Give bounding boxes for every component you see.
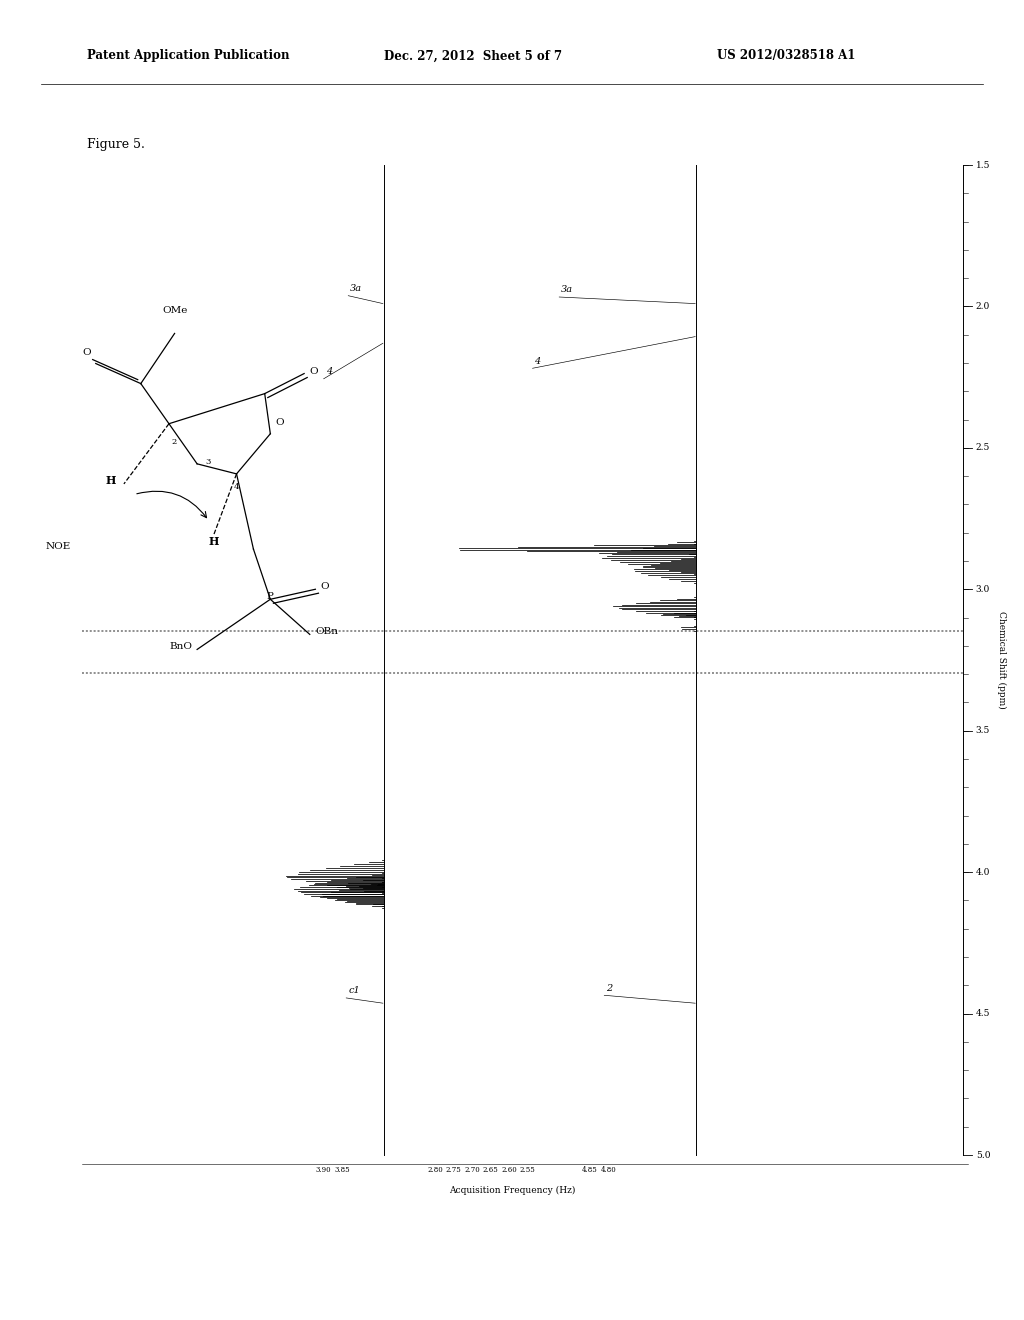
Text: 4.80: 4.80 [600, 1166, 616, 1175]
Text: H: H [209, 536, 219, 546]
Text: 1.5: 1.5 [976, 161, 990, 169]
Text: H: H [105, 475, 116, 486]
Text: 4.0: 4.0 [976, 867, 990, 876]
Text: O: O [82, 348, 90, 356]
Text: 4.85: 4.85 [582, 1166, 598, 1175]
Text: 2.80: 2.80 [427, 1166, 443, 1175]
Text: 3: 3 [206, 458, 211, 466]
Text: OBn: OBn [315, 627, 338, 636]
Text: 3a: 3a [561, 285, 573, 294]
Text: Patent Application Publication: Patent Application Publication [87, 49, 290, 62]
Text: US 2012/0328518 A1: US 2012/0328518 A1 [717, 49, 855, 62]
Text: P: P [267, 593, 273, 602]
Text: Dec. 27, 2012  Sheet 5 of 7: Dec. 27, 2012 Sheet 5 of 7 [384, 49, 562, 62]
Text: 2.55: 2.55 [519, 1166, 536, 1175]
Text: Chemical Shift (ppm): Chemical Shift (ppm) [997, 611, 1006, 709]
Text: 3a: 3a [350, 284, 362, 293]
Text: 2.0: 2.0 [976, 302, 990, 312]
Text: 4: 4 [535, 356, 541, 366]
Text: NOE: NOE [45, 543, 71, 552]
Text: O: O [309, 367, 317, 376]
Text: Acquisition Frequency (Hz): Acquisition Frequency (Hz) [449, 1187, 575, 1196]
Text: O: O [321, 582, 329, 591]
Text: 2.65: 2.65 [482, 1166, 499, 1175]
Text: 3.85: 3.85 [334, 1166, 350, 1175]
Text: 3.90: 3.90 [315, 1166, 332, 1175]
Text: 4.5: 4.5 [976, 1008, 990, 1018]
Text: O: O [275, 417, 284, 426]
Text: 3.5: 3.5 [976, 726, 990, 735]
Text: 2.75: 2.75 [445, 1166, 462, 1175]
Text: 3.0: 3.0 [976, 585, 990, 594]
Text: 4: 4 [233, 483, 240, 491]
Text: 2: 2 [172, 438, 177, 446]
Text: 5.0: 5.0 [976, 1151, 990, 1159]
Text: 4: 4 [326, 367, 332, 376]
Text: 2.5: 2.5 [976, 444, 990, 453]
Text: Figure 5.: Figure 5. [87, 137, 145, 150]
Text: BnO: BnO [169, 643, 193, 652]
Text: c1: c1 [348, 986, 359, 995]
Text: 2.70: 2.70 [464, 1166, 480, 1175]
Text: 2: 2 [606, 983, 612, 993]
Text: OMe: OMe [162, 306, 187, 315]
Text: 2.60: 2.60 [501, 1166, 517, 1175]
